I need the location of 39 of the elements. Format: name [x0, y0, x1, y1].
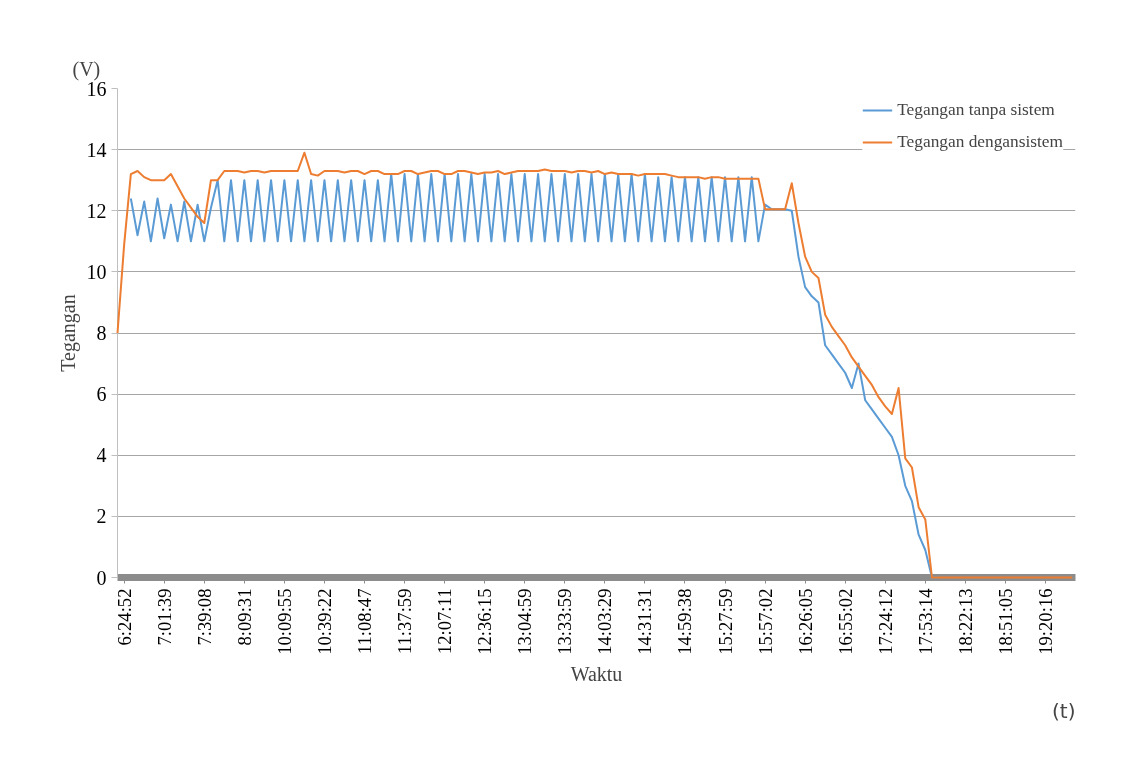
- x-tick-label: 12:07:11: [434, 588, 456, 655]
- y-tick-label: 8: [96, 322, 107, 344]
- y-tick-label: 2: [96, 505, 107, 528]
- x-tick-label: 6:24:52: [113, 588, 135, 646]
- x-tick-label: 8:09:31: [233, 588, 255, 646]
- y-tick-label: 0: [96, 566, 107, 589]
- y-tick-label: 6: [96, 383, 107, 406]
- x-tick-label: 7:39:08: [193, 588, 215, 646]
- x-tick-label: 14:31:31: [634, 588, 656, 655]
- text: (t): [1052, 698, 1076, 723]
- x-tick-label: 16:55:02: [834, 588, 856, 655]
- x-tick-label: 14:59:38: [674, 588, 696, 655]
- x-tick-label: 10:09:55: [273, 588, 295, 655]
- line-series: [116, 151, 1074, 579]
- legend-label: Tegangan dengansistem: [897, 132, 1063, 152]
- x-tick-label: 18:51:05: [994, 588, 1016, 655]
- x-tick-label: 11:08:47: [354, 588, 376, 655]
- x-tick-label: 16:26:05: [794, 588, 816, 655]
- x-tick-label: 12:36:15: [474, 588, 496, 655]
- x-tick-label: 15:27:59: [714, 588, 736, 655]
- x-axis-title: Waktu: [570, 662, 623, 685]
- y-tick-label: 14: [86, 138, 107, 161]
- x-tick-label: 19:20:16: [1034, 588, 1056, 655]
- x-tick-label: 18:22:13: [954, 588, 976, 655]
- x-tick-label: 17:24:12: [874, 588, 896, 655]
- y-tick-label: 12: [86, 199, 107, 222]
- x-tick-label: 13:04:59: [514, 588, 536, 655]
- x-tick-label: 15:57:02: [754, 588, 776, 655]
- legend-label: Tegangan tanpa sistem: [897, 100, 1055, 120]
- x-tick-label: 7:01:39: [153, 588, 175, 646]
- text: (V): [72, 57, 101, 81]
- x-tick-label: 10:39:22: [313, 588, 335, 655]
- y-axis-title: Tegangan: [56, 294, 80, 372]
- x-tick-label: 17:53:14: [914, 587, 936, 655]
- y-tick-label: 4: [96, 444, 107, 467]
- x-tick-label: 11:37:59: [394, 588, 416, 655]
- x-tick-label: 14:03:29: [594, 588, 616, 655]
- x-tick-label: 13:33:59: [554, 588, 576, 655]
- y-tick-label: 10: [86, 260, 107, 283]
